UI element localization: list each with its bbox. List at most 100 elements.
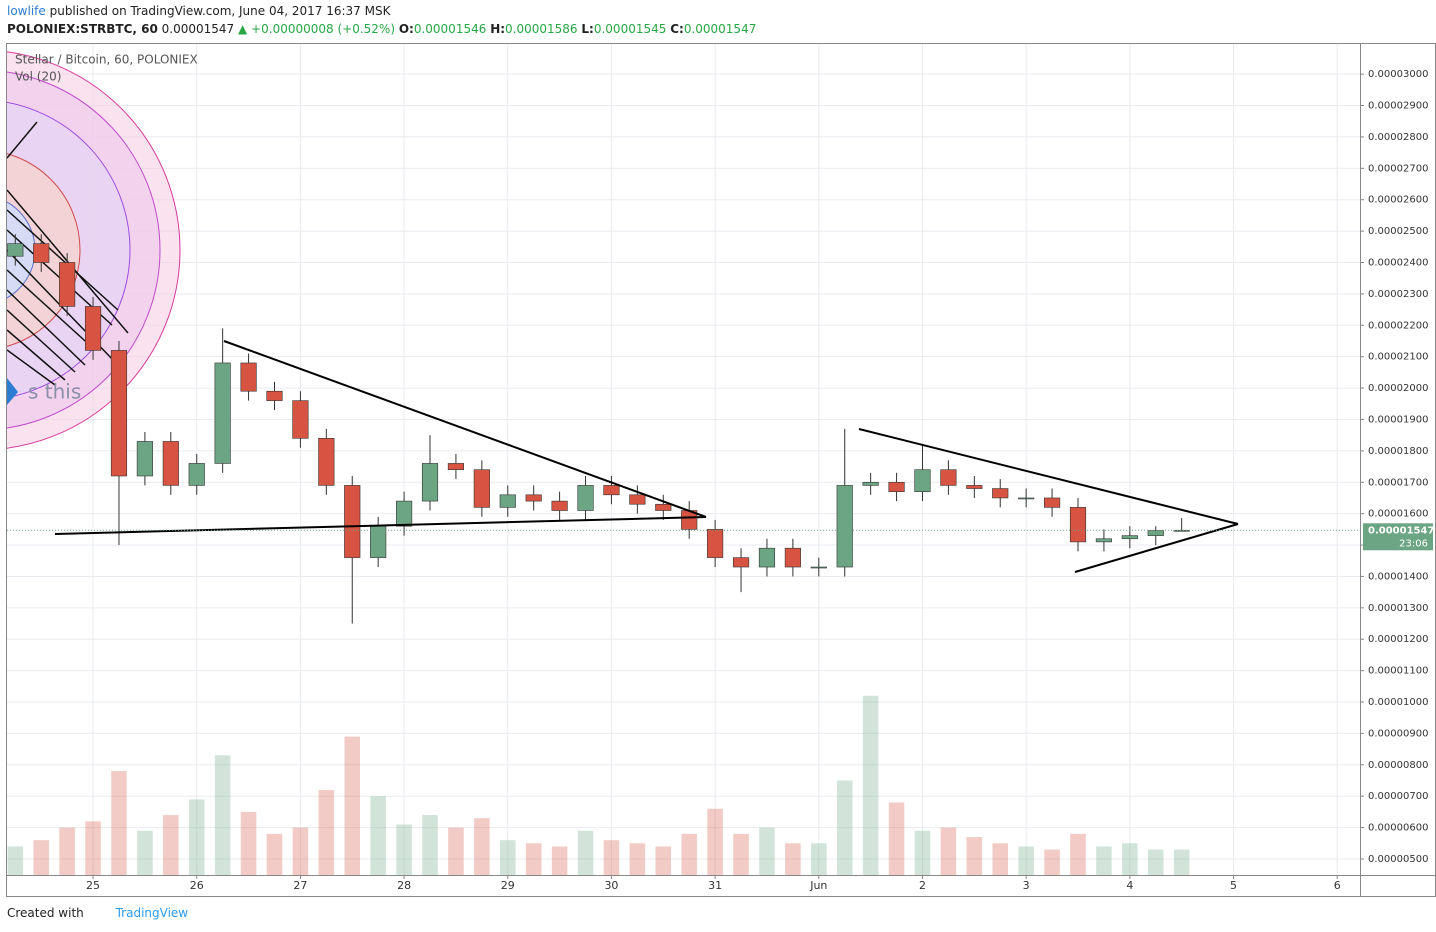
volume-bar bbox=[7, 846, 24, 875]
volume-bar bbox=[499, 840, 516, 875]
candle-body bbox=[707, 529, 724, 558]
candle-body bbox=[1018, 497, 1035, 500]
y-tick-label: 0.00001200 bbox=[1368, 634, 1428, 645]
volume-bar bbox=[422, 815, 438, 875]
candle-body bbox=[473, 469, 490, 508]
volume-bar bbox=[655, 846, 672, 875]
volume-bar bbox=[1147, 849, 1164, 875]
candle-body bbox=[966, 485, 983, 489]
volume-bar bbox=[344, 736, 361, 875]
x-tick-label: 3 bbox=[1023, 879, 1030, 892]
volume-bar bbox=[111, 771, 127, 875]
volume-bar bbox=[966, 837, 983, 875]
candle-body bbox=[499, 494, 516, 508]
y-tick-label: 0.00000600 bbox=[1368, 823, 1428, 834]
volume-bar bbox=[759, 827, 775, 875]
candle-body bbox=[888, 481, 905, 492]
published: published on TradingView.com, June 04, 2… bbox=[49, 4, 391, 18]
candle-body bbox=[525, 494, 542, 502]
candle-body bbox=[862, 481, 879, 486]
x-tick-label: 2 bbox=[919, 879, 926, 892]
volume-bar bbox=[1122, 843, 1138, 875]
volume-bar bbox=[733, 833, 749, 875]
volume-bar bbox=[681, 833, 697, 875]
brand[interactable]: TradingView bbox=[115, 906, 189, 920]
symbol: POLONIEX:STRBTC, 60 bbox=[7, 22, 158, 36]
volume-bar bbox=[448, 827, 464, 875]
candle-body bbox=[992, 488, 1009, 499]
volume-bar bbox=[577, 830, 594, 875]
candle-body bbox=[188, 463, 205, 486]
volume-bar bbox=[85, 821, 101, 875]
volume-bar bbox=[1044, 849, 1060, 875]
x-tick-label: 31 bbox=[708, 879, 722, 892]
x-tick-label: 25 bbox=[86, 879, 100, 892]
volume-bar bbox=[59, 827, 75, 875]
volume-bar bbox=[318, 789, 335, 875]
candle-body bbox=[836, 485, 853, 568]
candle-body bbox=[784, 547, 801, 568]
candle-body bbox=[1147, 530, 1164, 536]
candle-body bbox=[136, 441, 153, 477]
created: Created with bbox=[7, 906, 84, 920]
y-tick-label: 0.00002300 bbox=[1368, 289, 1428, 300]
y-tick-label: 0.00001900 bbox=[1368, 414, 1428, 425]
volume-bar bbox=[525, 843, 542, 875]
candle-body bbox=[551, 500, 568, 511]
candle-body bbox=[421, 463, 439, 502]
y-tick-label: 0.00002200 bbox=[1368, 320, 1428, 331]
symbol-line: POLONIEX:STRBTC, 60 0.00001547 ▲ +0.0000… bbox=[7, 22, 756, 36]
candle-body bbox=[84, 306, 102, 351]
y-tick-label: 0.00000700 bbox=[1368, 791, 1428, 802]
candle-body bbox=[655, 503, 672, 511]
candle-body bbox=[1069, 507, 1087, 543]
candle-body bbox=[577, 485, 594, 511]
y-tick-label: 0.00001300 bbox=[1368, 603, 1428, 614]
candle-body bbox=[110, 350, 128, 477]
l: 0.00001545 bbox=[593, 22, 667, 36]
header-line: lowlife published on TradingView.com, Ju… bbox=[7, 4, 390, 18]
h: 0.00001586 bbox=[505, 22, 578, 36]
y-tick-label: 0.00002600 bbox=[1368, 195, 1428, 206]
c-label: C: bbox=[670, 22, 684, 36]
x-tick-label: 26 bbox=[190, 879, 204, 892]
y-tick-label: 0.00000800 bbox=[1368, 760, 1428, 771]
y-tick-label: 0.00002900 bbox=[1368, 101, 1428, 112]
x-tick-label: 4 bbox=[1126, 879, 1133, 892]
volume-bar bbox=[240, 811, 257, 875]
volume-bar bbox=[370, 796, 386, 875]
l-label: L: bbox=[581, 22, 594, 36]
volume-bar bbox=[188, 799, 205, 875]
author[interactable]: lowlife bbox=[7, 4, 46, 18]
candle-body bbox=[1044, 497, 1061, 508]
candle-body bbox=[914, 469, 931, 492]
candle-body bbox=[33, 243, 50, 263]
candle-body bbox=[266, 390, 283, 401]
y-tick-label: 0.00000900 bbox=[1368, 728, 1428, 739]
trend-lines bbox=[54, 340, 1239, 573]
candle-body bbox=[59, 262, 76, 307]
candle-body bbox=[810, 566, 827, 569]
candle-body bbox=[1095, 538, 1112, 543]
y-tick-label: 0.00003000 bbox=[1368, 69, 1428, 80]
footer: Created with TradingView bbox=[7, 906, 188, 920]
volume bbox=[7, 695, 1190, 875]
volume-bar bbox=[603, 840, 620, 875]
h-label: H: bbox=[490, 22, 506, 36]
volume-bar bbox=[33, 840, 49, 875]
candle-body bbox=[292, 400, 309, 439]
x-tick-label: 6 bbox=[1334, 879, 1341, 892]
x-tick-label: 27 bbox=[293, 879, 307, 892]
volume-bar bbox=[707, 808, 723, 875]
candle-body bbox=[758, 547, 776, 568]
y-tick-label: 0.00002500 bbox=[1368, 226, 1428, 237]
y-tick-label: 0.00002400 bbox=[1368, 258, 1428, 269]
last-price-label: 0.00001547 bbox=[1368, 525, 1434, 536]
chart: s this Stellar / Bitcoin, 60, POLONIEX V… bbox=[6, 43, 1436, 897]
candle-body bbox=[344, 485, 361, 558]
y-tick-label: 0.00001600 bbox=[1368, 509, 1428, 520]
o-label: O: bbox=[398, 22, 414, 36]
volume-bar bbox=[474, 818, 490, 875]
candle-body bbox=[732, 557, 750, 568]
last-price-box bbox=[1363, 523, 1433, 551]
